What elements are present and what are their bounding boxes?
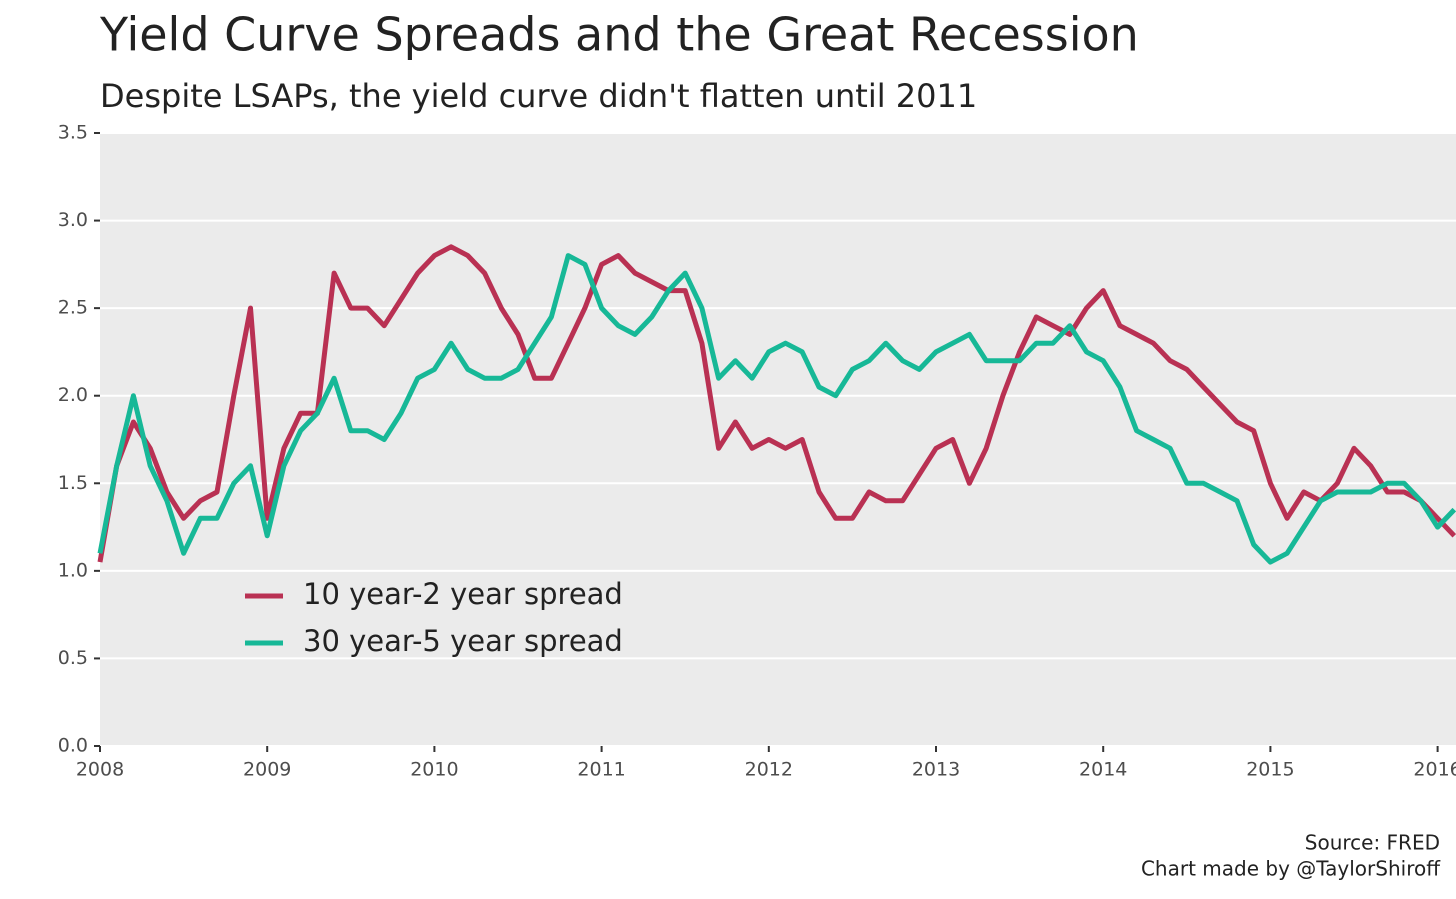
- x-tick-label: 2014: [1079, 759, 1127, 781]
- series-line: [97, 253, 1456, 565]
- caption: Chart made by @TaylorShiroff: [1141, 857, 1441, 881]
- chart-subtitle: Despite LSAPs, the yield curve didn't fl…: [100, 77, 977, 115]
- x-tick-label: 2013: [912, 759, 960, 781]
- chart-title: Yield Curve Spreads and the Great Recess…: [99, 8, 1139, 62]
- legend-label: 10 year-2 year spread: [303, 577, 623, 611]
- x-tick-label: 2011: [577, 759, 625, 781]
- x-tick-label: 2010: [410, 759, 458, 781]
- x-tick-label: 2012: [745, 759, 793, 781]
- legend-label: 30 year-5 year spread: [303, 624, 623, 658]
- plot-panel: [100, 133, 1456, 746]
- x-tick-label: 2015: [1246, 759, 1294, 781]
- x-tick-label: 2016: [1413, 759, 1456, 781]
- x-tick-label: 2008: [76, 759, 124, 781]
- y-tick-label: 3.0: [58, 209, 88, 231]
- y-tick-label: 3.5: [58, 122, 88, 144]
- y-tick-label: 2.0: [58, 384, 88, 406]
- y-tick-label: 2.5: [58, 297, 88, 319]
- series-line: [97, 244, 1456, 563]
- caption: Source: FRED: [1305, 831, 1440, 855]
- y-tick-label: 1.5: [58, 472, 88, 494]
- y-tick-label: 0.0: [58, 735, 88, 757]
- y-tick-label: 1.0: [58, 559, 88, 581]
- x-tick-label: 2009: [243, 759, 291, 781]
- y-tick-label: 0.5: [58, 647, 88, 669]
